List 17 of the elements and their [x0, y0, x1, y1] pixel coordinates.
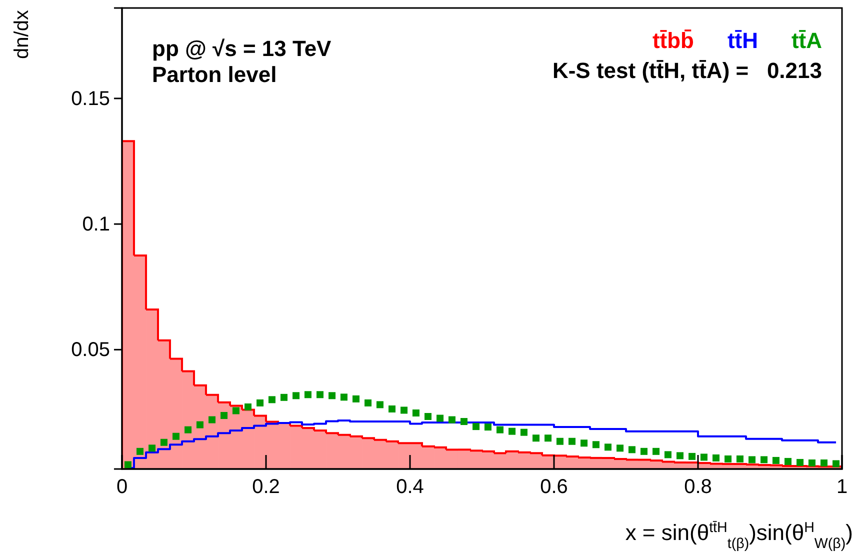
y-tick-label: 0.1: [82, 213, 110, 236]
annotation: K-S test (tt̄H, tt̄A) = 0.213: [552, 58, 822, 83]
y-tick-label: 0.15: [71, 88, 110, 110]
y-tick-label: 0.05: [71, 339, 110, 362]
x-tick-label: 0: [116, 476, 128, 498]
annotation: Parton level: [152, 62, 277, 87]
text: tt̄H: [727, 28, 758, 53]
x-tick-label: 0.6: [540, 476, 568, 498]
text: tt̄bb̄: [652, 28, 694, 53]
x-tick-label: 0.4: [396, 476, 424, 498]
annotation: pp @ √s = 13 TeV: [152, 36, 332, 61]
x-tick-label: 0.2: [252, 476, 280, 498]
text: tt̄A: [791, 28, 822, 53]
x-tick-label: 0.8: [684, 476, 712, 498]
y-axis-title: dn/dx: [11, 10, 33, 59]
x-tick-label: 1: [836, 476, 848, 498]
x-axis-title: x = sin(θ$^{tt̄H}$$_{t(β)}$)sin(θ$^{H}$$_{W(β)}$): [625, 520, 853, 552]
